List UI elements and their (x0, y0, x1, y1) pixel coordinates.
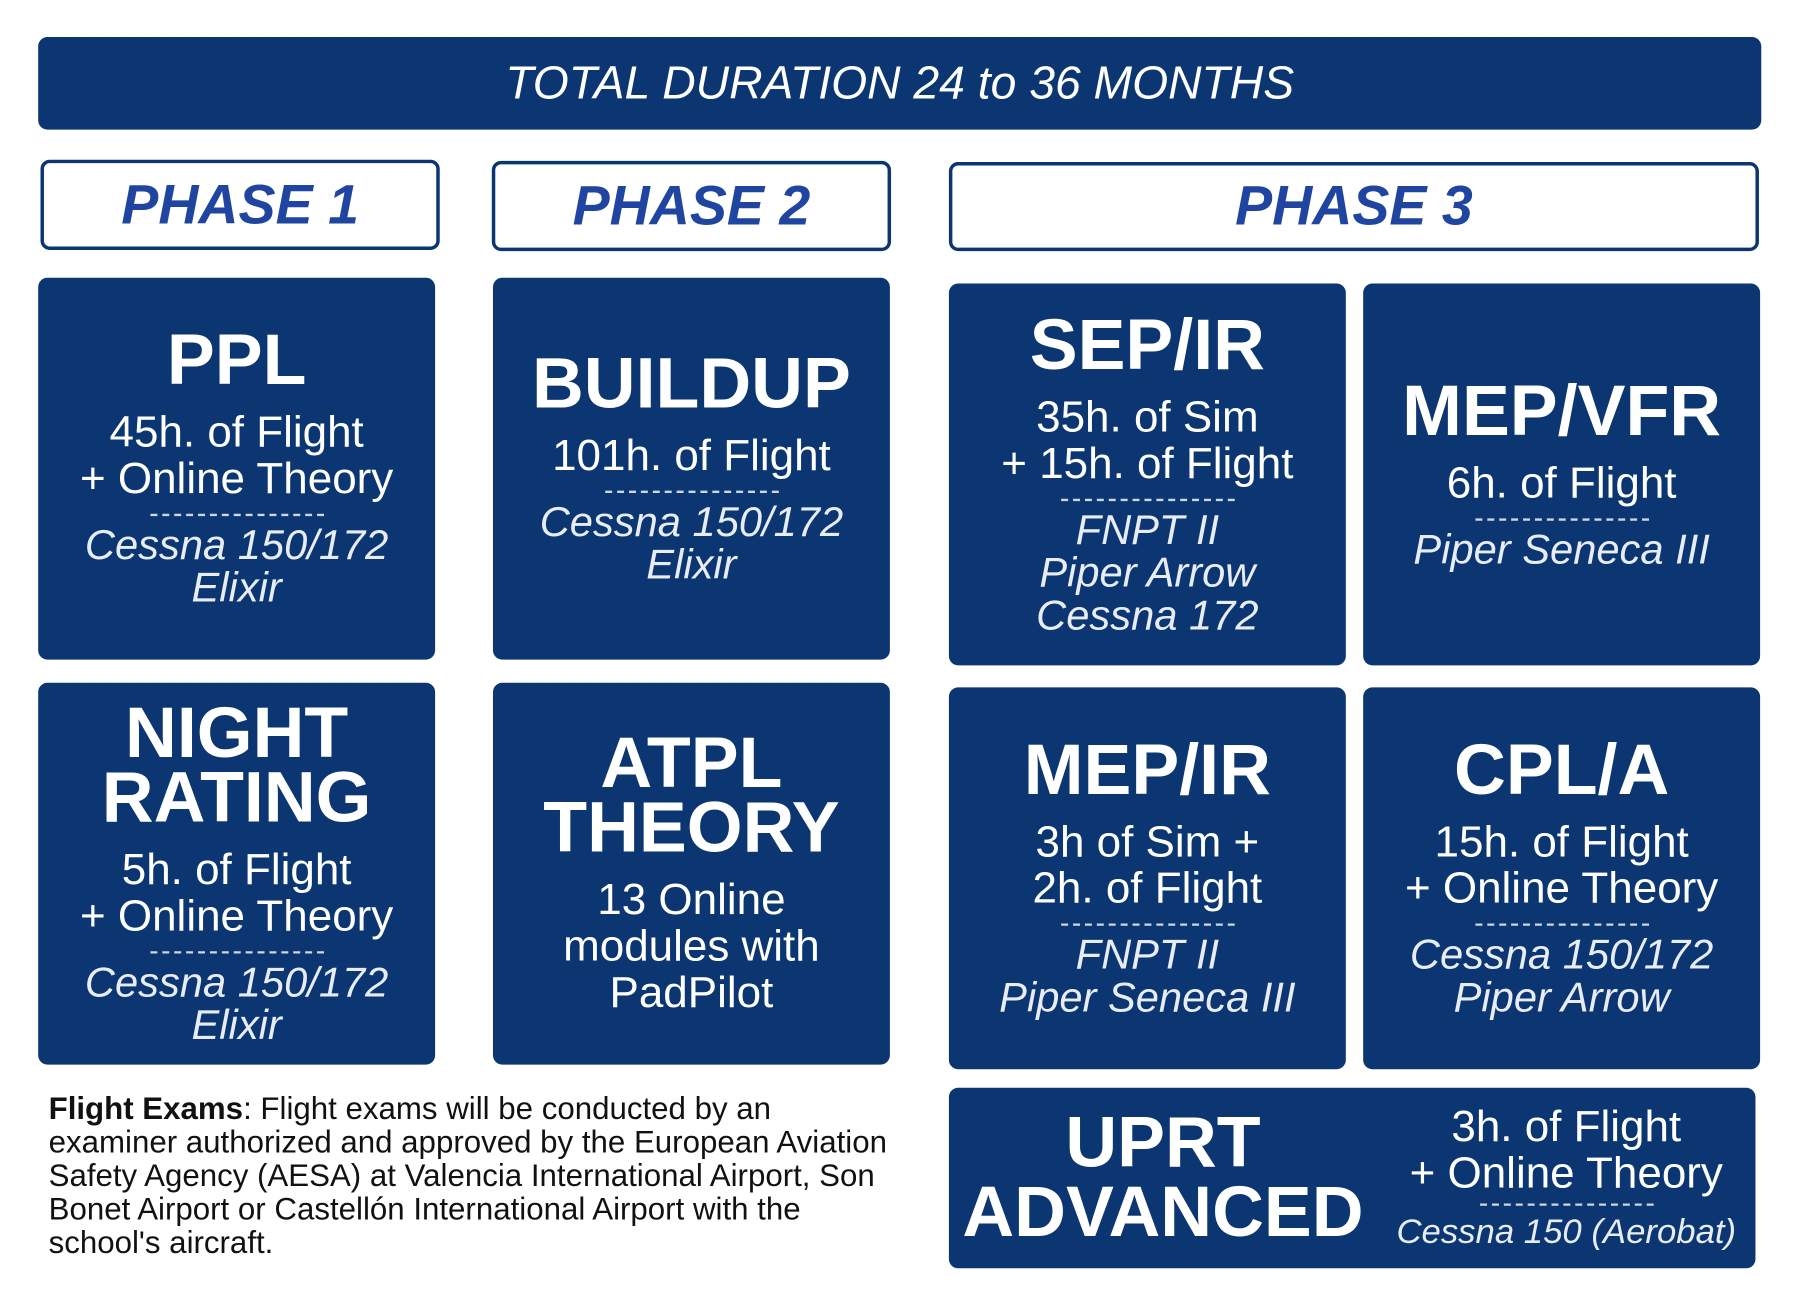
title-line: NIGHT (125, 693, 349, 774)
course-detail: 3h. of Flight (1451, 1102, 1682, 1151)
aircraft: Piper Arrow (1453, 973, 1670, 1021)
title-line: MEP/IR (1023, 730, 1271, 811)
course-card: MEP/IR 3h of Sim +2h. of Flight FNPT II Pip… (948, 687, 1346, 1070)
aircraft: Elixir (191, 563, 282, 612)
course-detail: 15h. of Flight (1434, 818, 1689, 867)
aircraft: Cessna 150/172 (84, 520, 389, 569)
course-detail: 35h. of Sim (1036, 392, 1259, 442)
course-card: SEP/IR 35h. of Sim + 15h. of Flight FNPT II… (948, 283, 1346, 666)
aircraft: Cessna 150/172 (84, 958, 389, 1006)
course-card: NIGHT RATING 5h. of Flight + Online Theory C… (38, 682, 436, 1065)
course-title: CPL/A (1454, 730, 1670, 811)
course-detail: + Online Theory (1404, 864, 1719, 914)
course-detail: 3h of Sim + (1035, 818, 1260, 867)
title-line: SEP/IR (1029, 304, 1265, 385)
course-card: PPL 45h. of Flight + Online Theory Cessna 1… (38, 277, 436, 660)
course-detail: 6h. of Flight (1446, 458, 1677, 508)
phase-header: PHASE 1 (40, 159, 440, 250)
separator (1060, 498, 1235, 501)
course-detail: 5h. of Flight (121, 845, 352, 895)
title-line: ADVANCED (962, 1172, 1364, 1253)
aircraft: FNPT II (1075, 930, 1220, 978)
course-detail: + 15h. of Flight (1001, 439, 1294, 488)
course-title: MEP/IR (1023, 730, 1271, 811)
footnote-label: Flight Exams (48, 1091, 244, 1126)
separator (149, 513, 324, 517)
title-line: ATPL (600, 723, 783, 804)
course-detail: 13 Online (597, 876, 786, 925)
aircraft: Piper Arrow (1039, 547, 1256, 596)
title-line: THEORY (543, 788, 840, 868)
course-title: SEP/IR (1029, 304, 1265, 385)
title-line: CPL/A (1454, 730, 1670, 811)
title-line: UPRT (1065, 1102, 1261, 1183)
aircraft: Cessna 150 (Aerobat) (1396, 1212, 1737, 1251)
phase-header: PHASE 3 (948, 162, 1759, 252)
aircraft: Cessna 150/172 (539, 497, 844, 546)
aircraft: Cessna 150/172 (1409, 930, 1714, 978)
separator (1479, 1202, 1654, 1206)
course-detail: PadPilot (609, 968, 774, 1018)
separator (1474, 517, 1649, 521)
aircraft: Piper Seneca III (999, 973, 1296, 1021)
course-detail: 101h. of Flight (552, 431, 831, 481)
course-detail: 45h. of Flight (109, 408, 364, 458)
footnote: Flight Exams: Flight exams will be condu… (49, 1092, 905, 1260)
title-line: PPL (166, 320, 307, 401)
separator (604, 490, 779, 493)
course-title: NIGHT RATING (101, 693, 372, 838)
course-detail: modules with (563, 922, 820, 971)
title-line: BUILDUP (531, 343, 851, 424)
phase-header: PHASE 2 (491, 160, 892, 252)
separator (149, 951, 324, 954)
footnote-text: : Flight exams will be conducted by an e… (48, 1091, 888, 1261)
course-title: UPRT ADVANCED (949, 1102, 1377, 1253)
title-line: RATING (101, 757, 372, 838)
aircraft: Elixir (191, 1000, 282, 1049)
course-card: UPRT ADVANCED 3h. of Flight + Online Theory… (948, 1087, 1756, 1269)
aircraft: FNPT II (1075, 505, 1220, 553)
course-detail: 2h. of Flight (1032, 864, 1263, 914)
separator (1474, 923, 1649, 926)
aircraft: Piper Seneca III (1413, 524, 1710, 573)
course-card: ATPL THEORY 13 Online modules with PadPilot (492, 682, 890, 1065)
course-info: 3h. of Flight + Online Theory Cessna 150 (… (1377, 1103, 1755, 1252)
separator (1060, 923, 1235, 926)
course-card: BUILDUP 101h. of Flight Cessna 150/172 Elix… (492, 277, 890, 660)
aircraft: Elixir (646, 540, 737, 588)
course-detail: + Online Theory (79, 892, 394, 941)
course-detail: + Online Theory (1409, 1148, 1723, 1198)
course-card: MEP/VFR 6h. of Flight Piper Seneca III (1363, 283, 1761, 666)
course-title: MEP/VFR (1402, 370, 1722, 451)
course-title: BUILDUP (531, 343, 851, 424)
course-title: PPL (166, 320, 307, 401)
title-line: MEP/VFR (1402, 370, 1722, 451)
course-title: ATPL THEORY (543, 723, 840, 868)
course-detail: + Online Theory (79, 454, 394, 504)
duration-banner: TOTAL DURATION 24 to 36 MONTHS (38, 37, 1762, 130)
course-card: CPL/A 15h. of Flight + Online Theory Cessna… (1363, 687, 1761, 1070)
aircraft: Cessna 172 (1036, 590, 1259, 639)
